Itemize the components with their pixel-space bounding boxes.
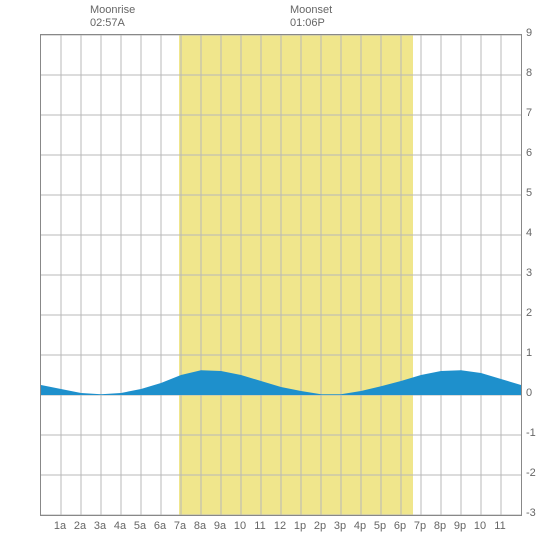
y-tick-label: 9: [526, 27, 546, 39]
x-tick-label: 6a: [154, 520, 166, 532]
y-tick-label: 8: [526, 67, 546, 79]
moonset-label: Moonset 01:06P: [290, 4, 332, 30]
moon-labels: Moonrise 02:57A Moonset 01:06P: [0, 4, 550, 32]
moonset-time: 01:06P: [290, 17, 332, 30]
x-tick-label: 3p: [334, 520, 346, 532]
x-tick-label: 2a: [74, 520, 86, 532]
y-tick-label: 2: [526, 307, 546, 319]
tide-chart-container: Moonrise 02:57A Moonset 01:06P -3-2-1012…: [0, 0, 550, 550]
y-tick-label: 6: [526, 147, 546, 159]
y-tick-label: 5: [526, 187, 546, 199]
y-tick-label: 3: [526, 267, 546, 279]
y-tick-label: 4: [526, 227, 546, 239]
y-tick-label: 0: [526, 387, 546, 399]
moonrise-title: Moonrise: [90, 4, 135, 17]
x-tick-label: 6p: [394, 520, 406, 532]
moonset-title: Moonset: [290, 4, 332, 17]
x-tick-label: 8a: [194, 520, 206, 532]
tide-curve: [41, 35, 521, 515]
x-tick-label: 9p: [454, 520, 466, 532]
moonrise-label: Moonrise 02:57A: [90, 4, 135, 30]
x-tick-label: 2p: [314, 520, 326, 532]
y-tick-label: 1: [526, 347, 546, 359]
chart-plot-area: [40, 34, 522, 516]
x-tick-label: 1a: [54, 520, 66, 532]
y-tick-label: -2: [526, 467, 546, 479]
y-tick-label: -3: [526, 507, 546, 519]
x-tick-label: 9a: [214, 520, 226, 532]
x-tick-label: 12: [274, 520, 286, 532]
moonrise-time: 02:57A: [90, 17, 135, 30]
y-tick-label: -1: [526, 427, 546, 439]
x-tick-label: 7p: [414, 520, 426, 532]
x-tick-label: 4p: [354, 520, 366, 532]
x-tick-label: 3a: [94, 520, 106, 532]
x-tick-label: 7a: [174, 520, 186, 532]
x-tick-label: 10: [474, 520, 486, 532]
y-tick-label: 7: [526, 107, 546, 119]
x-tick-label: 4a: [114, 520, 126, 532]
x-tick-label: 5a: [134, 520, 146, 532]
x-tick-label: 11: [494, 520, 505, 532]
x-tick-label: 8p: [434, 520, 446, 532]
x-tick-label: 5p: [374, 520, 386, 532]
x-tick-label: 11: [254, 520, 265, 532]
x-tick-label: 10: [234, 520, 246, 532]
x-tick-label: 1p: [294, 520, 306, 532]
